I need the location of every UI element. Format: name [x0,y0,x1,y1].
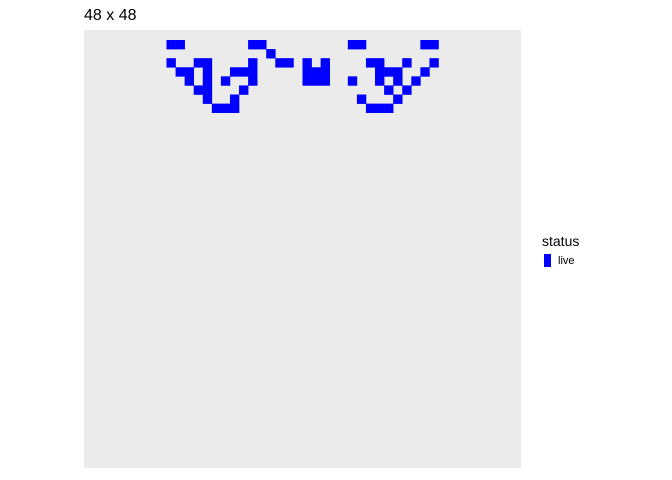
live-cell [393,67,403,77]
live-cell [356,40,367,50]
cell-layer [166,40,439,113]
live-cell [375,58,385,68]
live-cell [411,76,421,86]
live-cell [248,67,258,77]
live-cell [393,76,403,86]
live-cell [229,94,240,104]
live-cell [248,58,258,68]
live-cell [229,103,240,113]
live-cell [193,58,204,68]
live-cell [429,58,439,68]
live-cell [311,67,321,77]
live-cell [384,67,394,77]
chart-title: 48 x 48 [84,7,137,24]
live-cell [166,40,176,50]
live-cell [220,103,231,113]
live-cell [248,76,258,86]
live-cell [384,103,394,113]
live-cell [175,40,185,50]
live-cell [275,58,285,68]
legend-label-live: live [558,254,575,267]
legend: status live [542,233,579,267]
live-cell [248,40,258,50]
live-cell [429,40,439,50]
live-cell [302,76,312,86]
live-cell [202,67,213,77]
plot-panel [84,30,521,468]
live-cell [239,85,249,95]
live-cell [393,94,403,104]
live-cell [302,58,312,68]
live-cell [166,58,176,68]
live-cell [184,76,195,86]
live-cell [347,40,358,50]
live-cell [284,58,294,68]
live-cell [365,103,376,113]
live-cell [320,76,330,86]
live-cell [184,67,195,77]
live-cell [266,49,276,59]
live-cell [202,85,213,95]
live-cell [220,76,231,86]
live-cell [384,85,394,95]
live-cell [375,67,385,77]
live-cell [202,58,213,68]
live-cell [375,103,385,113]
live-cell [375,76,385,86]
live-cell [356,94,367,104]
live-cell [402,85,412,95]
live-cell [311,76,321,86]
live-cell [211,103,222,113]
legend-title: status [542,233,580,249]
live-cell [229,67,240,77]
live-cell [365,58,376,68]
live-cell [402,58,412,68]
live-cell [320,67,330,77]
live-cell [239,67,249,77]
live-cell [175,67,185,77]
live-cell [257,40,267,50]
legend-key-live [544,254,551,267]
live-cell [202,76,213,86]
live-cell [420,40,430,50]
live-cell [302,67,312,77]
legend-entry-live: live [544,254,579,267]
live-cell [320,58,330,68]
live-cell [202,94,213,104]
live-cell [193,85,204,95]
live-cell [347,76,358,86]
live-cell [420,67,430,77]
